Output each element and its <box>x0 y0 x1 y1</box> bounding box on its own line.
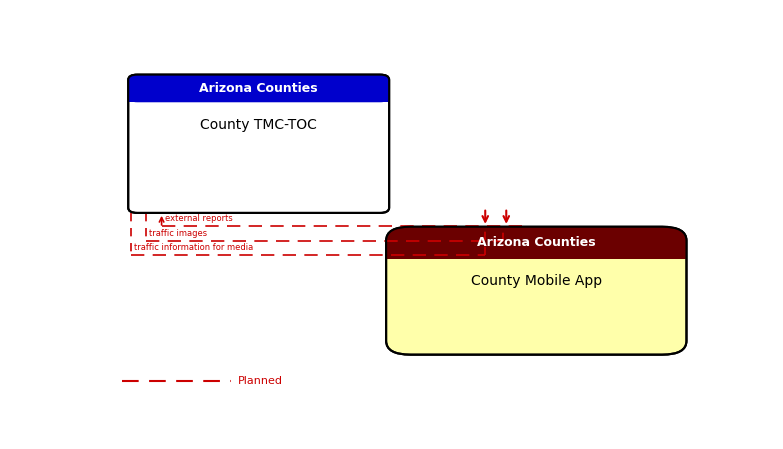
Bar <box>128 88 389 102</box>
Text: external reports: external reports <box>164 214 233 223</box>
Text: County TMC-TOC: County TMC-TOC <box>200 118 317 132</box>
Text: Arizona Counties: Arizona Counties <box>200 82 318 95</box>
FancyBboxPatch shape <box>386 227 687 259</box>
FancyBboxPatch shape <box>386 227 687 355</box>
FancyBboxPatch shape <box>128 75 389 213</box>
Text: traffic images: traffic images <box>150 229 207 238</box>
Text: Planned: Planned <box>237 376 283 386</box>
Text: traffic information for media: traffic information for media <box>135 243 254 252</box>
Text: County Mobile App: County Mobile App <box>471 274 602 288</box>
FancyBboxPatch shape <box>128 75 389 102</box>
Text: Arizona Counties: Arizona Counties <box>477 236 596 249</box>
Bar <box>386 243 687 259</box>
